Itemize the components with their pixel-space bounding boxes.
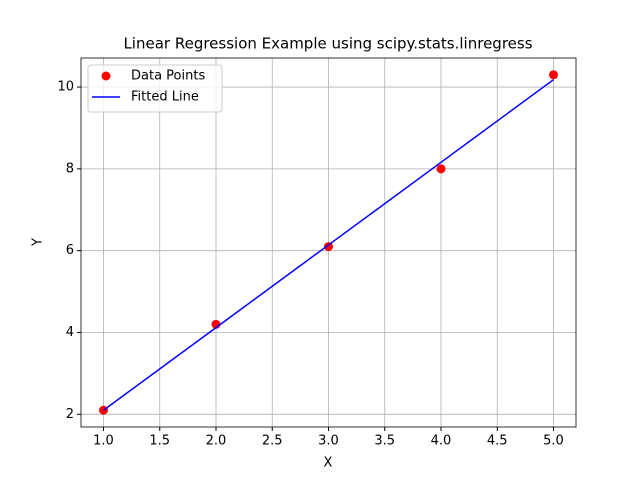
x-tick-label: 2.5 xyxy=(262,434,283,449)
chart-title: Linear Regression Example using scipy.st… xyxy=(123,35,532,53)
legend-label: Fitted Line xyxy=(131,90,199,105)
x-axis-label: X xyxy=(324,456,333,471)
fitted-line xyxy=(103,79,554,411)
x-tick-label: 1.5 xyxy=(149,434,170,449)
y-tick-label: 2 xyxy=(66,407,74,422)
x-tick-label: 3.5 xyxy=(374,434,395,449)
legend-label: Data Points xyxy=(131,69,205,84)
y-tick-label: 6 xyxy=(66,243,74,258)
data-point xyxy=(436,164,446,174)
legend-box xyxy=(87,64,223,113)
legend-marker xyxy=(101,71,111,81)
data-point xyxy=(324,242,333,252)
y-tick-label: 4 xyxy=(66,325,74,340)
x-tick-label: 3.0 xyxy=(318,434,339,449)
x-tick-label: 2.0 xyxy=(206,434,227,449)
data-point xyxy=(549,70,558,80)
x-tick-label: 5.0 xyxy=(543,434,564,449)
x-tick-label: 4.0 xyxy=(431,434,452,449)
plot-frame xyxy=(80,57,577,428)
y-axis-label: Y xyxy=(31,238,46,247)
y-tick-label: 8 xyxy=(66,161,74,176)
x-tick-label: 1.0 xyxy=(93,434,114,449)
x-tick-label: 4.5 xyxy=(487,434,508,449)
y-tick-label: 10 xyxy=(57,80,74,95)
